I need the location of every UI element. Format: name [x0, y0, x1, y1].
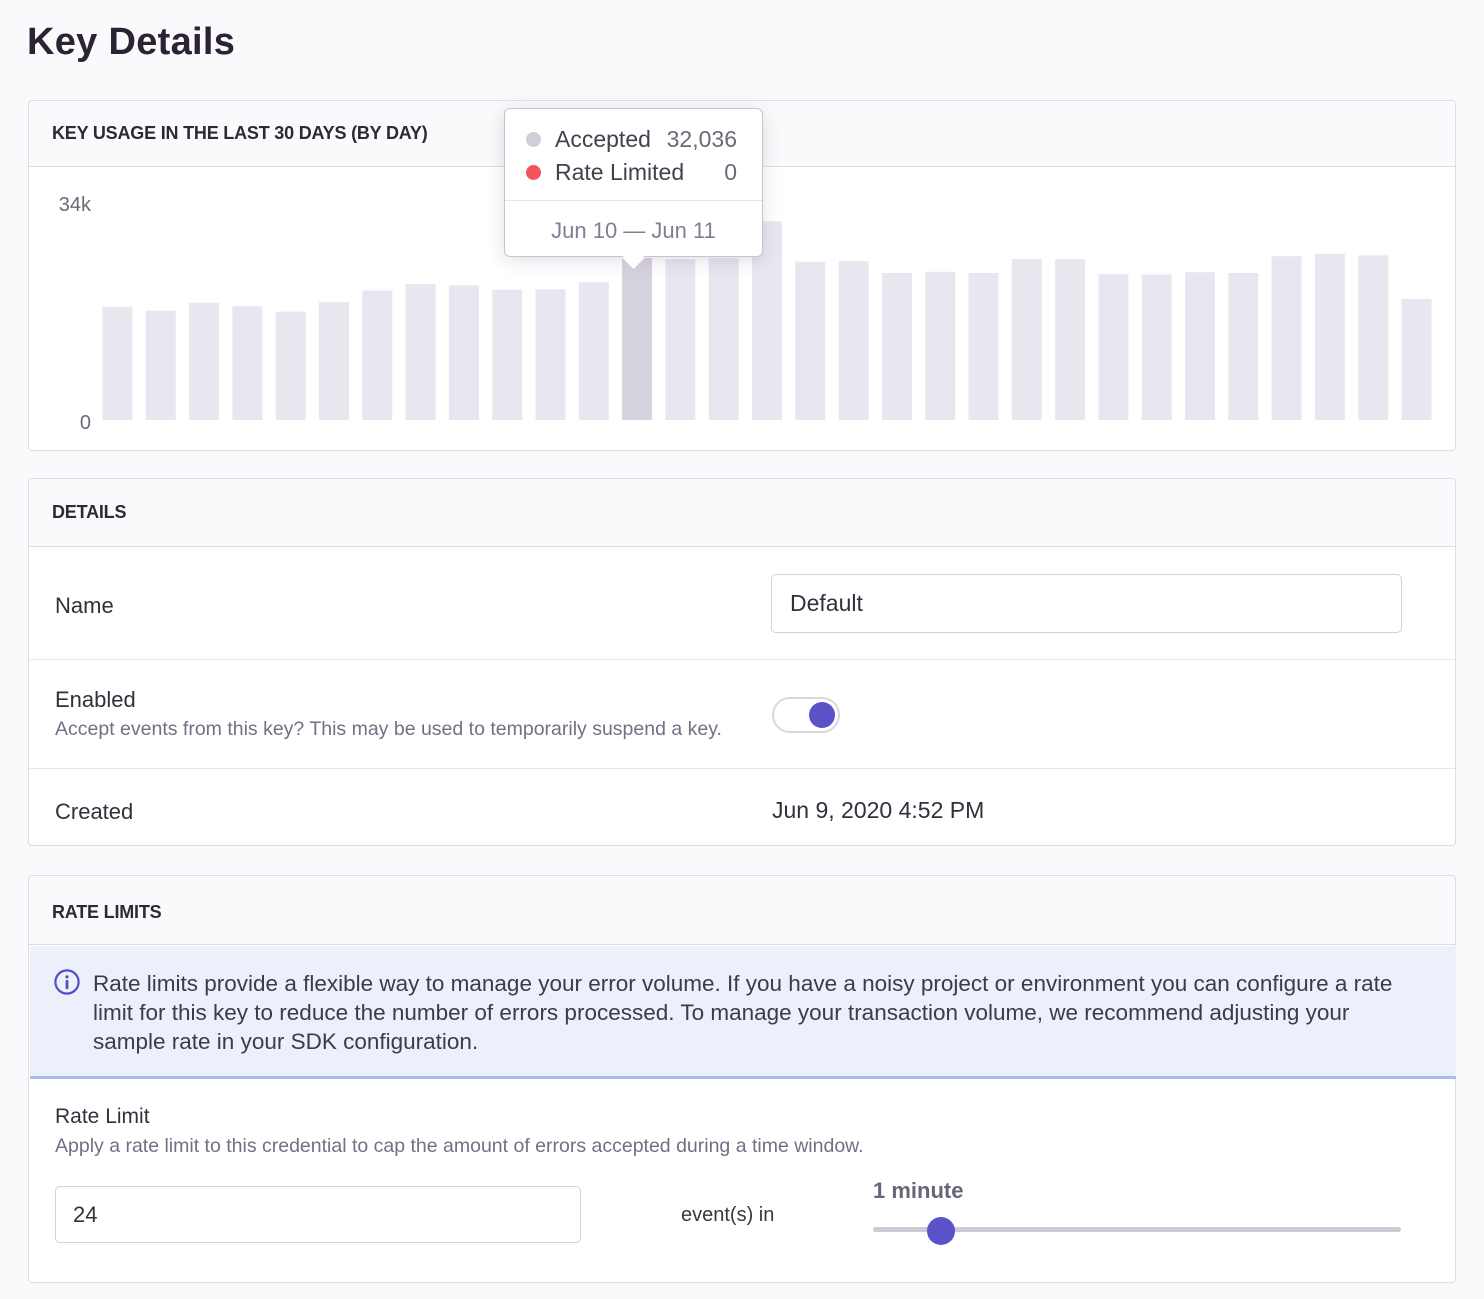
- svg-text:0: 0: [80, 412, 91, 434]
- svg-text:34k: 34k: [59, 194, 92, 216]
